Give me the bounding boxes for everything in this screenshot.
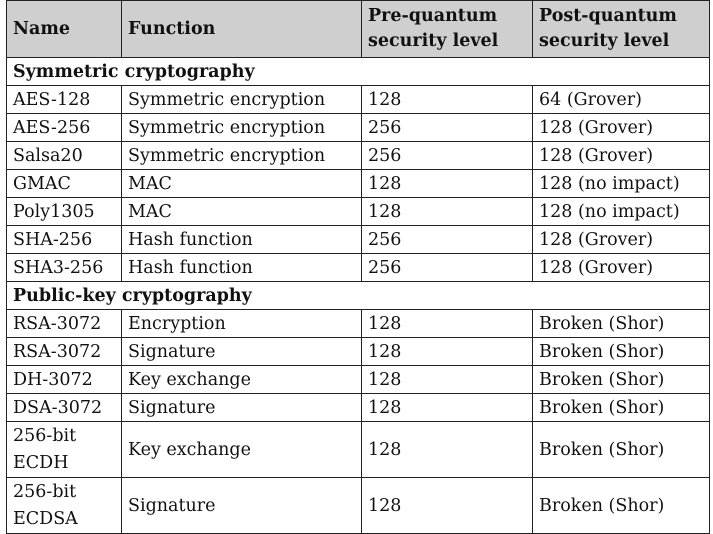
cell-post: Broken (Shor): [532, 309, 710, 338]
header-name: Name: [6, 0, 122, 58]
cell-pre: 128: [361, 477, 533, 534]
cell-post: 128 (Grover): [532, 225, 710, 254]
cell-name: 256-bit ECDH: [6, 421, 122, 478]
cell-post: 128 (Grover): [532, 113, 710, 142]
cell-name: GMAC: [6, 169, 122, 198]
table-row: DH-3072 Key exchange 128 Broken (Shor): [6, 365, 710, 394]
cell-name: RSA-3072: [6, 309, 122, 338]
table-header-row: Name Function Pre-quantum security level…: [6, 0, 710, 58]
cell-pre: 128: [361, 365, 533, 394]
cell-function: Symmetric encryption: [121, 141, 362, 170]
cell-pre: 128: [361, 421, 533, 478]
cell-function: Signature: [121, 337, 362, 366]
table-row: Salsa20 Symmetric encryption 256 128 (Gr…: [6, 141, 710, 170]
header-post-quantum: Post-quantum security level: [532, 0, 710, 58]
section-row-public-key: Public-key cryptography: [6, 281, 710, 310]
cell-function: Key exchange: [121, 365, 362, 394]
table-row: AES-256 Symmetric encryption 256 128 (Gr…: [6, 113, 710, 142]
table-row: RSA-3072 Encryption 128 Broken (Shor): [6, 309, 710, 338]
cell-function: Signature: [121, 393, 362, 422]
cell-name: Salsa20: [6, 141, 122, 170]
cell-pre: 256: [361, 225, 533, 254]
cell-post: 128 (Grover): [532, 141, 710, 170]
cell-post: Broken (Shor): [532, 393, 710, 422]
crypto-security-table: Name Function Pre-quantum security level…: [6, 0, 710, 534]
cell-function: Hash function: [121, 253, 362, 282]
cell-post: 128 (no impact): [532, 197, 710, 226]
cell-pre: 128: [361, 197, 533, 226]
cell-pre: 128: [361, 309, 533, 338]
table-row: SHA3-256 Hash function 256 128 (Grover): [6, 253, 710, 282]
cell-function: MAC: [121, 197, 362, 226]
cell-pre: 256: [361, 113, 533, 142]
cell-post: 128 (Grover): [532, 253, 710, 282]
cell-function: Signature: [121, 477, 362, 534]
cell-post: Broken (Shor): [532, 365, 710, 394]
cell-function: Encryption: [121, 309, 362, 338]
table-row: Poly1305 MAC 128 128 (no impact): [6, 197, 710, 226]
cell-function: Symmetric encryption: [121, 85, 362, 114]
cell-pre: 256: [361, 141, 533, 170]
cell-post: Broken (Shor): [532, 421, 710, 478]
cell-pre: 128: [361, 85, 533, 114]
table-row: 256-bit ECDSA Signature 128 Broken (Shor…: [6, 477, 710, 534]
table-row: RSA-3072 Signature 128 Broken (Shor): [6, 337, 710, 366]
table-row: GMAC MAC 128 128 (no impact): [6, 169, 710, 198]
header-function: Function: [121, 0, 362, 58]
table-row: AES-128 Symmetric encryption 128 64 (Gro…: [6, 85, 710, 114]
cell-function: Hash function: [121, 225, 362, 254]
table-row: DSA-3072 Signature 128 Broken (Shor): [6, 393, 710, 422]
cell-pre: 128: [361, 169, 533, 198]
table-row: SHA-256 Hash function 256 128 (Grover): [6, 225, 710, 254]
cell-name: SHA3-256: [6, 253, 122, 282]
cell-post: 64 (Grover): [532, 85, 710, 114]
section-title: Symmetric cryptography: [6, 57, 710, 86]
cell-name: AES-128: [6, 85, 122, 114]
cell-function: Key exchange: [121, 421, 362, 478]
section-row-symmetric: Symmetric cryptography: [6, 57, 710, 86]
cell-name: AES-256: [6, 113, 122, 142]
header-pre-quantum: Pre-quantum security level: [361, 0, 533, 58]
cell-pre: 256: [361, 253, 533, 282]
cell-pre: 128: [361, 337, 533, 366]
cell-function: Symmetric encryption: [121, 113, 362, 142]
cell-pre: 128: [361, 393, 533, 422]
cell-post: 128 (no impact): [532, 169, 710, 198]
cell-function: MAC: [121, 169, 362, 198]
table-row: 256-bit ECDH Key exchange 128 Broken (Sh…: [6, 421, 710, 478]
cell-name: SHA-256: [6, 225, 122, 254]
cell-name: 256-bit ECDSA: [6, 477, 122, 534]
cell-post: Broken (Shor): [532, 337, 710, 366]
cell-post: Broken (Shor): [532, 477, 710, 534]
cell-name: RSA-3072: [6, 337, 122, 366]
cell-name: DSA-3072: [6, 393, 122, 422]
section-title: Public-key cryptography: [6, 281, 710, 310]
cell-name: Poly1305: [6, 197, 122, 226]
cell-name: DH-3072: [6, 365, 122, 394]
